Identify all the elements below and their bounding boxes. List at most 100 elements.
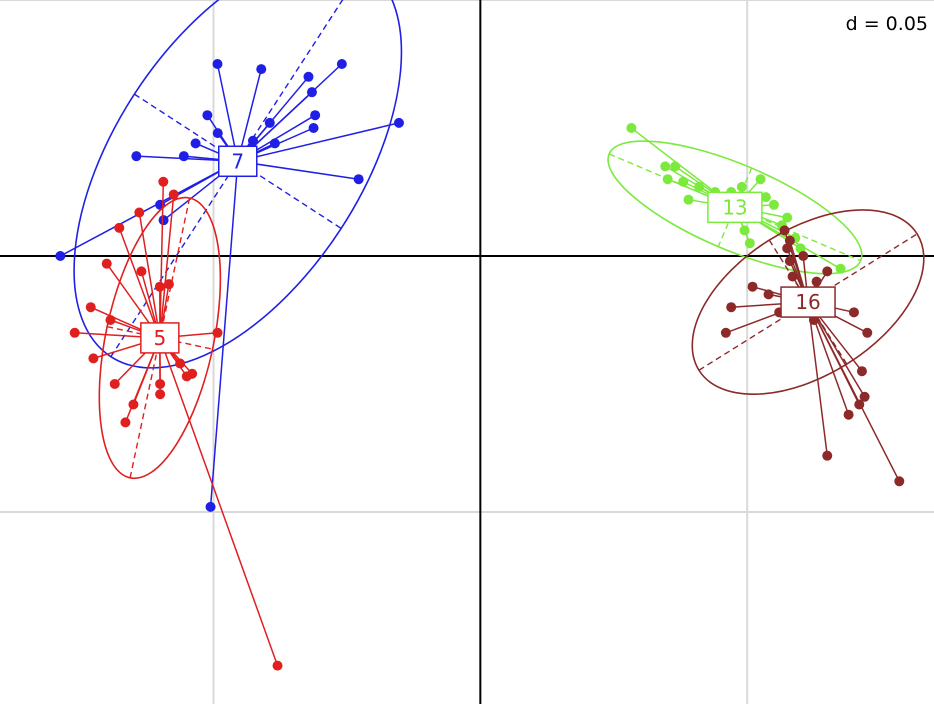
link-5 <box>118 227 161 339</box>
data-point-13 <box>835 263 846 274</box>
data-point-5 <box>134 207 145 218</box>
link-5 <box>159 337 279 666</box>
data-point-7 <box>256 64 267 75</box>
data-point-5 <box>69 327 80 338</box>
data-point-5 <box>88 353 99 364</box>
data-point-16 <box>843 409 854 420</box>
data-point-7 <box>158 215 169 226</box>
data-point-13 <box>670 161 681 172</box>
data-point-7 <box>308 123 319 133</box>
data-point-13 <box>782 212 793 223</box>
data-point-5 <box>120 417 131 428</box>
data-point-5 <box>168 189 179 200</box>
data-point-13 <box>626 123 637 133</box>
data-point-16 <box>798 251 809 261</box>
scale-label: d = 0.05 <box>846 13 928 35</box>
data-point-16 <box>779 225 790 236</box>
data-point-7 <box>264 117 275 128</box>
link-7 <box>59 160 239 257</box>
data-point-5 <box>272 660 283 671</box>
data-point-5 <box>155 389 166 400</box>
link-5 <box>138 212 161 339</box>
data-point-16 <box>848 307 859 318</box>
data-point-13 <box>739 225 750 236</box>
data-point-13 <box>744 238 755 249</box>
data-point-16 <box>782 243 793 254</box>
data-point-16 <box>747 281 758 292</box>
data-point-16 <box>854 399 865 410</box>
cluster-7: 7 <box>55 0 404 512</box>
data-point-5 <box>163 279 174 290</box>
data-point-16 <box>862 327 873 338</box>
data-point-7 <box>131 151 142 162</box>
data-point-13 <box>662 174 673 185</box>
data-point-13 <box>736 181 747 192</box>
cluster-label-7: 7 <box>231 149 244 173</box>
link-16 <box>807 301 900 482</box>
data-point-13 <box>768 199 779 210</box>
data-point-5 <box>158 176 169 187</box>
cluster-16: 16 <box>691 209 925 487</box>
data-point-7 <box>247 135 258 146</box>
data-point-7 <box>306 87 317 98</box>
cluster-label-16: 16 <box>795 290 820 314</box>
link-7 <box>209 161 239 507</box>
data-point-16 <box>763 289 774 300</box>
cluster-5: 5 <box>69 176 283 671</box>
data-point-16 <box>784 256 795 267</box>
data-point-7 <box>310 110 321 121</box>
data-point-5 <box>155 379 166 389</box>
data-point-5 <box>136 266 147 277</box>
data-point-7 <box>202 110 213 121</box>
data-point-5 <box>105 315 116 325</box>
data-point-7 <box>269 138 280 149</box>
data-point-13 <box>694 181 705 192</box>
data-point-13 <box>795 243 806 254</box>
cluster-label-5: 5 <box>153 326 166 350</box>
cluster-label-box-7 <box>218 145 258 178</box>
cluster-13: 13 <box>607 123 863 275</box>
data-point-13 <box>760 192 771 203</box>
data-point-16 <box>726 302 737 313</box>
data-point-7 <box>212 128 223 139</box>
cluster-label-box-13 <box>707 191 763 224</box>
link-7 <box>216 63 239 162</box>
data-point-16 <box>784 235 795 246</box>
cluster-label-13: 13 <box>722 195 747 219</box>
data-point-7 <box>212 59 223 69</box>
data-point-13 <box>683 194 694 205</box>
data-point-16 <box>894 476 905 487</box>
data-point-7 <box>190 138 201 149</box>
data-point-16 <box>822 266 833 277</box>
cluster-label-box-5 <box>140 322 180 354</box>
data-point-7 <box>55 251 66 261</box>
data-point-5 <box>101 258 112 269</box>
data-point-13 <box>755 174 766 185</box>
data-point-5 <box>109 379 120 389</box>
data-point-5 <box>212 327 223 338</box>
data-point-7 <box>303 71 314 82</box>
link-16 <box>807 301 829 456</box>
data-point-13 <box>678 176 689 187</box>
data-point-7 <box>336 59 347 69</box>
ellipse-major-axis-13 <box>608 153 861 262</box>
data-point-16 <box>811 276 822 287</box>
ellipse-7 <box>73 0 403 369</box>
data-point-13 <box>660 161 671 172</box>
data-point-16 <box>787 271 798 282</box>
data-point-16 <box>822 450 833 461</box>
cluster-groups: 7 5 13 16 <box>55 0 925 671</box>
link-7 <box>237 160 359 180</box>
data-point-5 <box>128 399 139 410</box>
data-point-7 <box>205 501 216 512</box>
data-point-5 <box>114 222 125 233</box>
data-point-5 <box>85 302 96 313</box>
data-point-5 <box>181 371 192 382</box>
ellipse-major-axis-16 <box>698 233 918 371</box>
data-point-16 <box>856 366 867 377</box>
data-point-5 <box>154 281 165 292</box>
data-point-16 <box>720 327 731 338</box>
